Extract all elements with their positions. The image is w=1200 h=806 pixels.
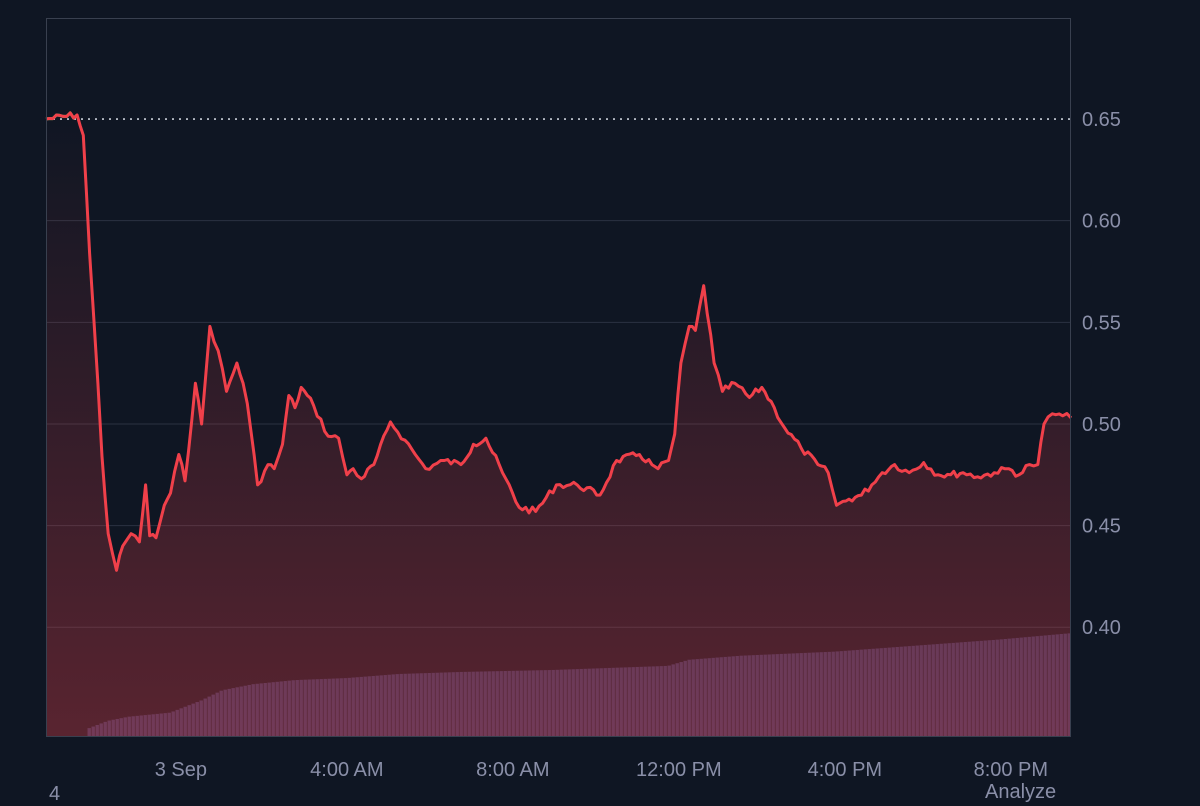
y-tick-label: 0.45 [1082,516,1121,538]
y-axis-ticks: 0.40 0.45 0.50 0.55 0.60 0.65 [1082,109,1121,639]
y-tick-label: 0.55 [1082,312,1121,334]
x-tick-label: 4:00 PM [808,759,882,781]
analyze-link[interactable]: Analyze [985,781,1057,803]
x-tick-label: 3 Sep [155,759,207,781]
y-tick-label: 0.50 [1082,414,1121,436]
footer-left-label: 4 [49,783,61,805]
x-tick-label: 8:00 AM [476,759,549,781]
price-area [46,112,1071,736]
y-tick-label: 0.60 [1082,211,1121,233]
x-tick-label: 12:00 PM [636,759,722,781]
price-line [45,111,1073,572]
x-tick-label: 8:00 PM [974,759,1048,781]
y-tick-label: 0.40 [1082,617,1121,639]
y-tick-label: 0.65 [1082,109,1121,131]
x-tick-label: 4:00 AM [310,759,383,781]
x-axis-ticks: 3 Sep 4:00 AM 8:00 AM 12:00 PM 4:00 PM 8:00 P… [155,759,1048,781]
